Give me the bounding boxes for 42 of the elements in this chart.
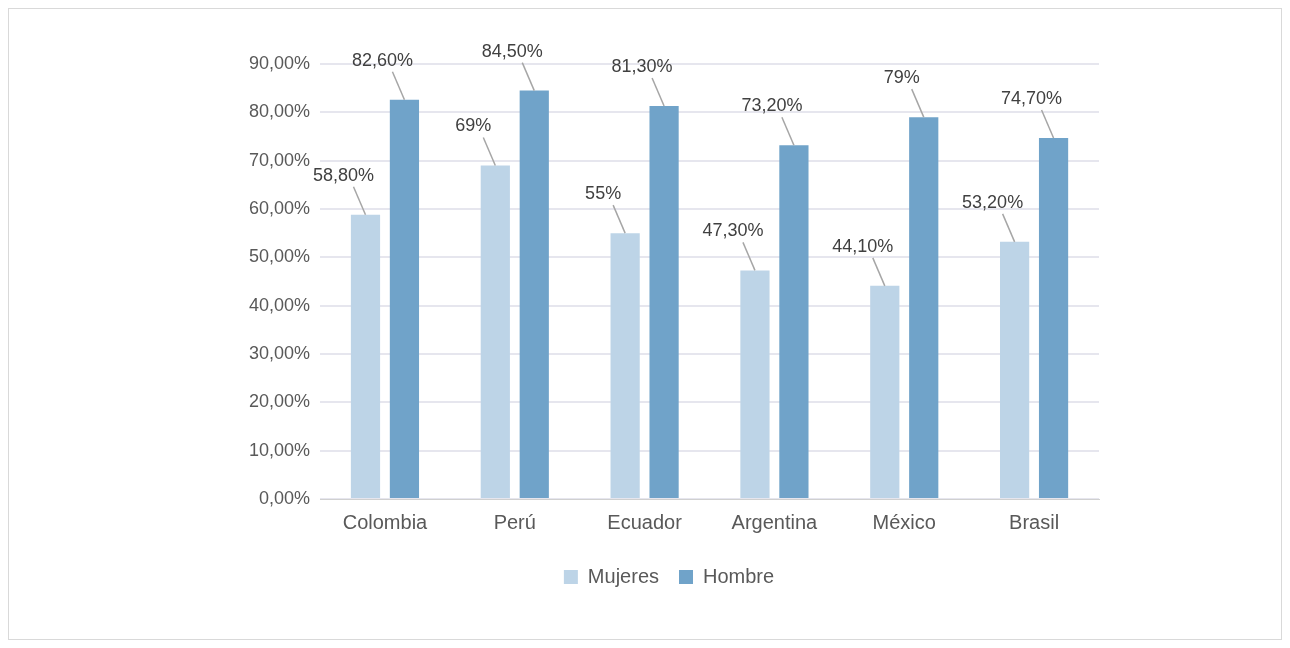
- bar: [649, 106, 679, 498]
- data-label: 84,50%: [481, 40, 543, 61]
- data-label: 58,80%: [312, 164, 375, 185]
- x-tick-label: Ecuador: [607, 510, 683, 533]
- bar: [480, 165, 510, 498]
- bar: [909, 117, 939, 498]
- y-tick-label: 10,00%: [248, 439, 311, 460]
- y-tick-label: 80,00%: [248, 101, 311, 122]
- x-tick-label: México: [872, 510, 936, 533]
- bar: [519, 90, 549, 498]
- legend-label: Mujeres: [587, 564, 660, 587]
- y-tick-label: 90,00%: [248, 52, 311, 73]
- bar: [870, 285, 900, 498]
- data-label: 53,20%: [962, 191, 1024, 212]
- data-label: 74,70%: [1001, 87, 1063, 108]
- bar: [1000, 241, 1030, 498]
- y-tick-label: 60,00%: [248, 197, 311, 218]
- bar: [740, 270, 770, 498]
- y-tick-label: 0,00%: [259, 487, 311, 508]
- bar: [1038, 137, 1069, 498]
- data-label: 73,20%: [741, 95, 803, 116]
- data-label: 47,30%: [702, 220, 764, 241]
- data-label: 79%: [883, 67, 920, 88]
- legend-label: Hombre: [703, 564, 775, 587]
- data-label: 82,60%: [351, 49, 413, 70]
- bar: [779, 145, 809, 498]
- y-tick-label: 20,00%: [248, 391, 311, 412]
- y-tick-label: 30,00%: [248, 342, 311, 363]
- y-tick-label: 40,00%: [248, 294, 311, 315]
- data-label: 44,10%: [832, 235, 894, 256]
- bar: [350, 214, 381, 498]
- bar: [610, 233, 640, 498]
- data-label: 69%: [455, 115, 492, 136]
- x-tick-label: Perú: [493, 510, 536, 533]
- data-label: 55%: [585, 183, 622, 204]
- x-tick-label: Argentina: [731, 510, 819, 533]
- data-label: 81,30%: [611, 56, 673, 77]
- bar: [389, 99, 420, 498]
- y-tick-label: 70,00%: [248, 149, 311, 170]
- y-tick-label: 50,00%: [248, 246, 311, 267]
- x-tick-label: Brasil: [1009, 510, 1060, 533]
- x-tick-label: Colombia: [342, 510, 429, 533]
